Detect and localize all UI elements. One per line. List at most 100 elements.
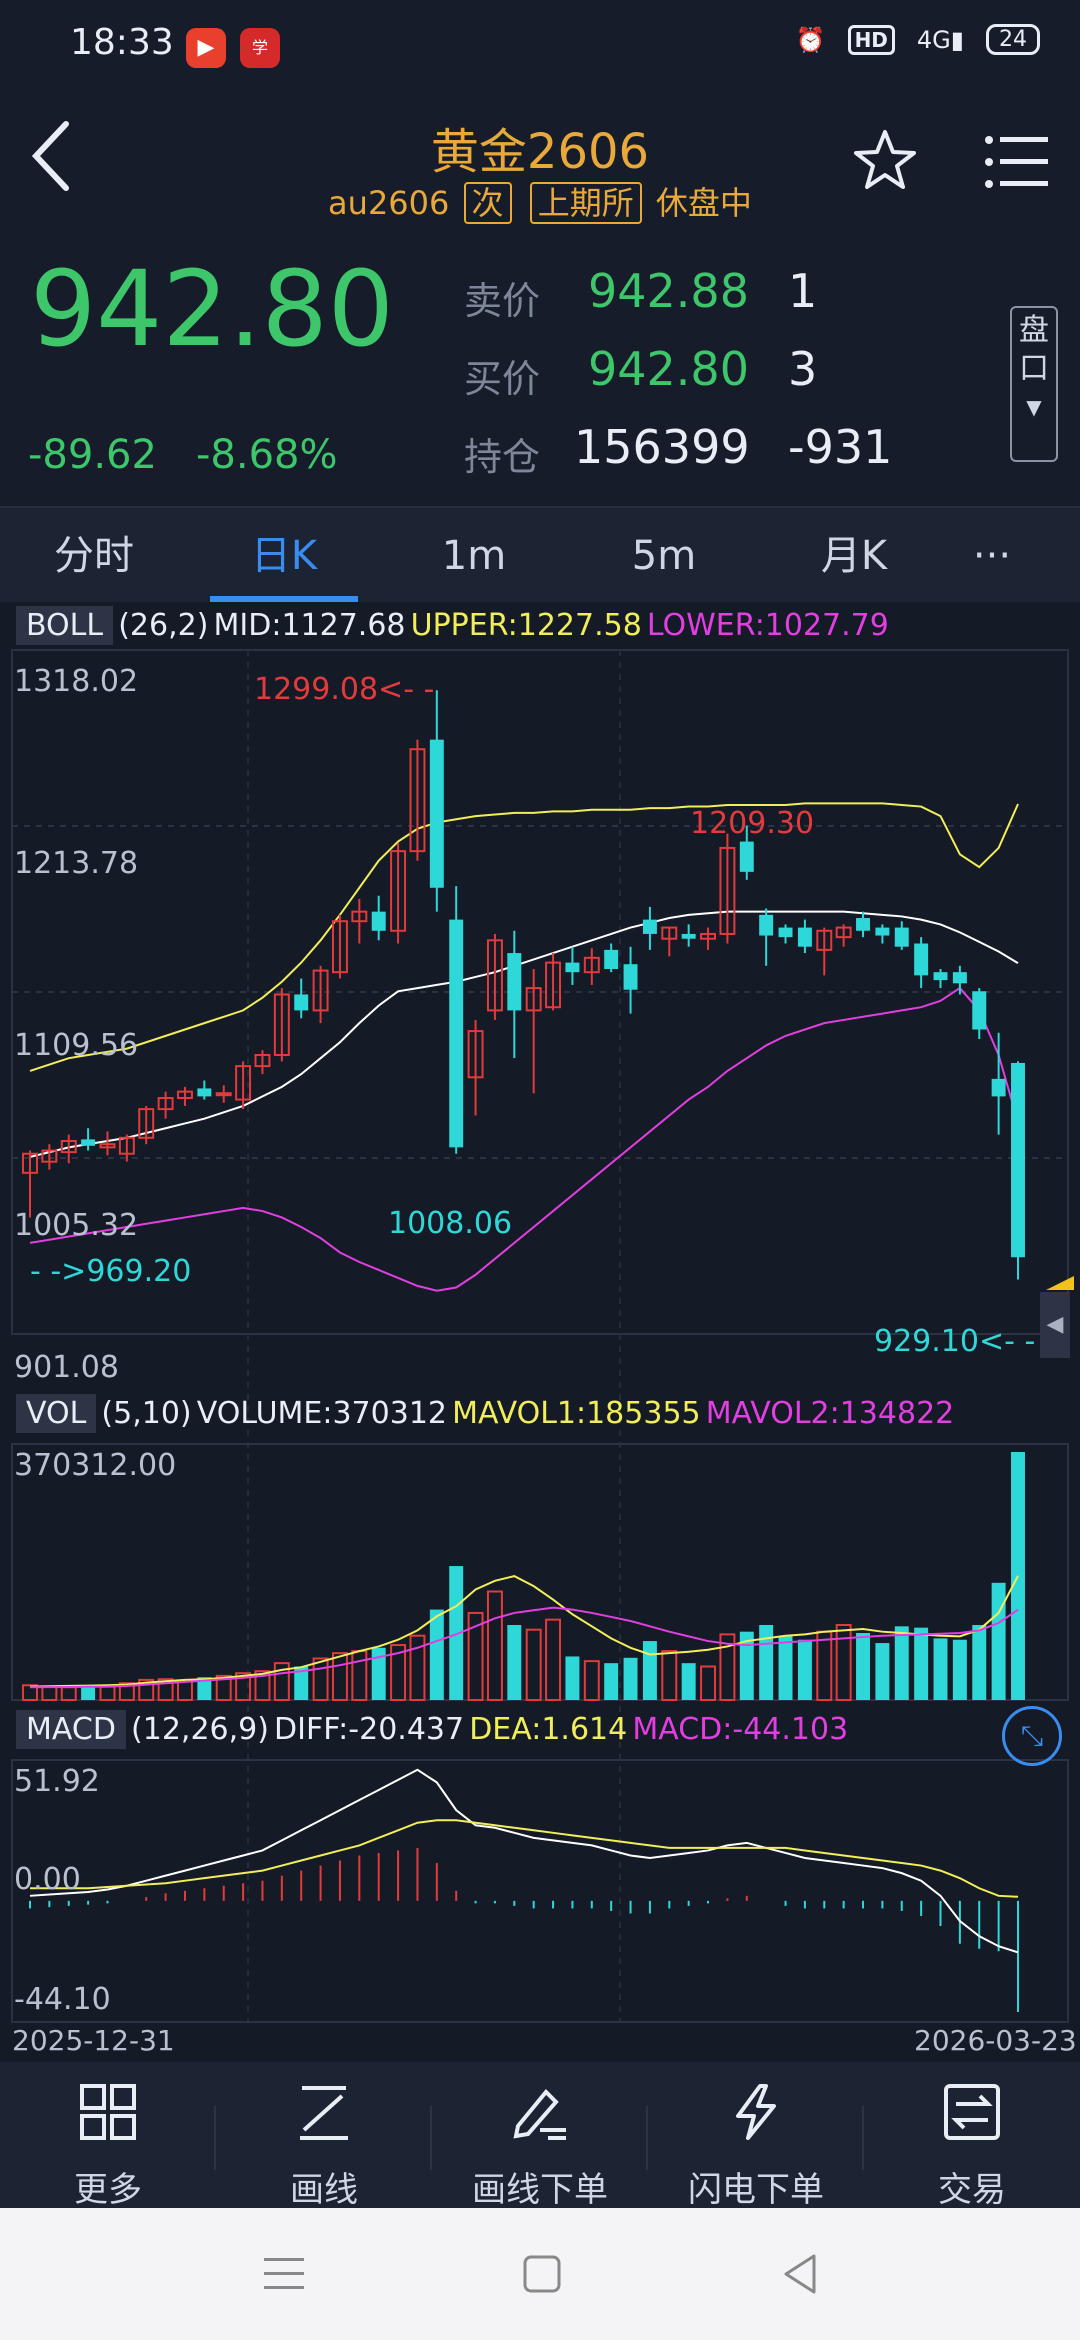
boll-lower: LOWER:1027.79 — [646, 608, 889, 643]
volume-bar — [409, 1634, 426, 1701]
volume-bar — [215, 1674, 232, 1702]
volume-bar — [294, 1666, 309, 1700]
trade-button[interactable]: 交易 — [892, 2062, 1052, 2210]
candle-body — [642, 919, 657, 934]
volume-bar — [778, 1635, 793, 1700]
boll-lower-line — [29, 986, 1019, 1292]
period-tabs: 分时 日K 1m 5m 月K ··· — [0, 506, 1080, 604]
vol-mavol2: MAVOL2:134822 — [705, 1396, 955, 1431]
tab-daily[interactable]: 日K — [250, 533, 318, 579]
volume-bar — [99, 1685, 116, 1701]
volume-bar — [583, 1660, 600, 1702]
volume-bar — [565, 1656, 580, 1700]
more-tabs-button[interactable]: ··· — [972, 533, 1012, 579]
lightning-order-button[interactable]: 闪电下单 — [676, 2062, 836, 2210]
volume-bar — [331, 1652, 348, 1701]
candle-body — [390, 850, 407, 932]
candle-body — [604, 949, 619, 969]
open-interest-change: -931 — [788, 420, 893, 474]
order-book-label-1: 盘 — [1019, 313, 1049, 348]
toolbar-divider — [862, 2106, 864, 2170]
menu-nav-icon[interactable] — [262, 2252, 306, 2296]
last-price: 942.80 — [30, 248, 394, 370]
back-nav-icon[interactable] — [778, 2252, 822, 2296]
volume-bar — [545, 1618, 562, 1701]
status-time: 18:33 — [70, 22, 174, 63]
header: 黄金2606 au2606 次 上期所 休盘中 — [0, 96, 1080, 246]
candle-body — [856, 918, 870, 931]
candle-body — [215, 1092, 232, 1097]
vol-indicator-button[interactable]: VOL — [16, 1394, 97, 1433]
more-button[interactable]: 更多 — [28, 2062, 188, 2210]
date-end: 2026-03-23 — [914, 2024, 1077, 2057]
bottom-toolbar: 更多 画线 画线下单 闪电下单 交易 — [0, 2062, 1080, 2210]
system-nav-bar — [0, 2208, 1080, 2340]
order-book-button[interactable]: 盘 口 ▼ — [1010, 306, 1058, 462]
candle-body — [138, 1108, 155, 1139]
candle-body — [486, 939, 503, 1012]
price-change-pct: -8.68% — [196, 432, 338, 478]
macd-header: MACD (12,26,9) DIFF:-20.437 DEA:1.614 MA… — [16, 1710, 848, 1749]
collapse-handle[interactable]: ◀ — [1040, 1292, 1070, 1358]
ask-price: 942.88 — [588, 264, 749, 318]
start-price-label: - ->969.20 — [30, 1254, 192, 1289]
boll-y-tick-4: 1005.32 — [14, 1208, 139, 1243]
volume-bar — [525, 1628, 542, 1701]
mavol1-line — [29, 1575, 1019, 1688]
bid-price: 942.80 — [588, 342, 749, 396]
macd-indicator-button[interactable]: MACD — [16, 1710, 126, 1749]
candle-body — [739, 841, 754, 872]
volume-bar — [429, 1609, 444, 1700]
boll-indicator-button[interactable]: BOLL — [16, 606, 114, 645]
vol-params: (5,10) — [101, 1396, 192, 1431]
page-title: 黄金2606 — [430, 124, 650, 180]
candle-body — [661, 926, 678, 940]
star-icon[interactable] — [850, 126, 920, 196]
ask-label: 卖价 — [464, 279, 541, 323]
date-start: 2025-12-31 — [12, 2024, 175, 2057]
chart-canvas[interactable] — [0, 602, 1080, 2062]
volume-bar — [739, 1631, 754, 1700]
candle-body — [700, 932, 717, 940]
hd-icon: HD — [847, 24, 895, 55]
candle-body — [991, 1078, 1006, 1097]
candle-body — [22, 1152, 38, 1174]
play-app-icon: ▶ — [186, 28, 226, 68]
volume-bar — [81, 1685, 96, 1700]
volume-bar — [661, 1650, 678, 1701]
signal-icon: 4G▮ — [916, 25, 964, 54]
vol-volume: VOLUME:370312 — [196, 1396, 447, 1431]
toolbar-divider — [430, 2106, 432, 2170]
volume-bar — [254, 1670, 271, 1701]
volume-bar — [273, 1662, 290, 1701]
candle-body — [894, 927, 909, 947]
candle-body — [157, 1096, 174, 1111]
menu-icon[interactable] — [984, 134, 1050, 190]
expand-icon[interactable]: ⤡ — [1002, 1706, 1062, 1766]
home-nav-icon[interactable] — [520, 2252, 564, 2296]
volume-bar — [390, 1644, 407, 1701]
tab-intraday[interactable]: 分时 — [54, 533, 134, 579]
candle-body — [875, 927, 890, 936]
draw-line-button[interactable]: 画线 — [244, 2062, 404, 2210]
volume-bar — [157, 1678, 174, 1702]
battery-icon: 24 — [986, 24, 1040, 55]
status-icons: ⏰ HD 4G▮ 24 — [796, 24, 1040, 55]
tab-1m[interactable]: 1m — [441, 533, 507, 579]
tab-monthly[interactable]: 月K — [820, 533, 888, 579]
kline-chart[interactable]: BOLL (26,2) MID:1127.68 UPPER:1227.58 LO… — [0, 602, 1080, 2062]
trade-icon — [944, 2084, 1000, 2140]
volume-bar — [604, 1663, 619, 1700]
candle-body — [914, 943, 929, 976]
candle-body — [254, 1053, 271, 1068]
tab-5m[interactable]: 5m — [631, 533, 697, 579]
draw-order-button[interactable]: 画线下单 — [460, 2062, 620, 2210]
candle-body — [235, 1065, 252, 1101]
bid-label: 买价 — [464, 357, 541, 401]
back-icon[interactable] — [24, 116, 84, 196]
lightning-icon — [736, 2084, 776, 2140]
boll-mid-line — [29, 910, 1019, 1158]
news-app-icon: 学 — [240, 28, 280, 68]
candle-body — [467, 1030, 484, 1079]
volume-bar — [797, 1639, 812, 1700]
